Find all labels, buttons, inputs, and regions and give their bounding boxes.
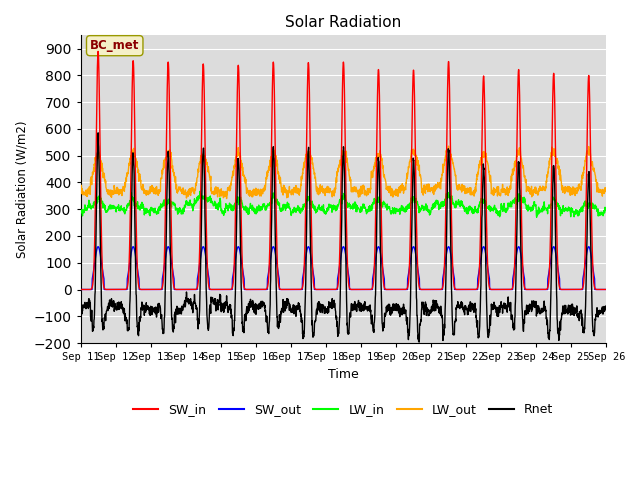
Title: Solar Radiation: Solar Radiation bbox=[285, 15, 401, 30]
Y-axis label: Solar Radiation (W/m2): Solar Radiation (W/m2) bbox=[15, 120, 28, 258]
X-axis label: Time: Time bbox=[328, 368, 359, 381]
Legend: SW_in, SW_out, LW_in, LW_out, Rnet: SW_in, SW_out, LW_in, LW_out, Rnet bbox=[129, 398, 559, 421]
Text: BC_met: BC_met bbox=[90, 39, 140, 52]
